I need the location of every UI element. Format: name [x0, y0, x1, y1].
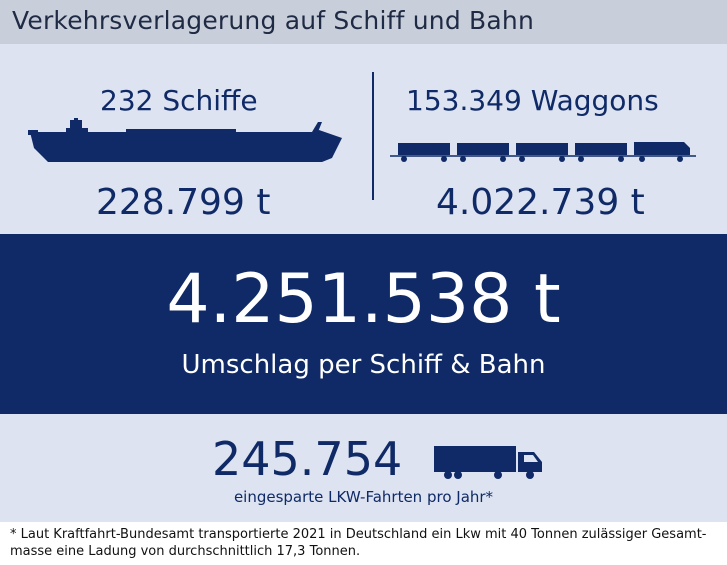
trucks-value: 245.754: [212, 432, 403, 486]
column-divider: [372, 72, 374, 200]
total-label: Umschlag per Schiff & Bahn: [181, 350, 546, 380]
rail-tons: 4.022.739 t: [436, 182, 645, 223]
footnote: * Laut Kraftfahrt-Bundesamt transportier…: [10, 526, 720, 560]
footnote-line-2: masse eine Ladung von durchschnittlich 1…: [10, 544, 361, 559]
page-title: Verkehrsverlagerung auf Schiff und Bahn: [12, 6, 535, 35]
footnote-line-1: * Laut Kraftfahrt-Bundesamt transportier…: [10, 527, 707, 542]
total-value: 4.251.538 t: [166, 260, 561, 339]
rail-count: 153.349 Waggons: [406, 84, 659, 117]
freight-train-icon: [390, 142, 696, 162]
cargo-ship-icon: [28, 118, 342, 162]
trucks-label: eingesparte LKW-Fahrten pro Jahr*: [233, 488, 494, 506]
title-bar: Verkehrsverlagerung auf Schiff und Bahn: [0, 0, 727, 44]
ships-tons: 228.799 t: [96, 182, 271, 223]
total-band: [0, 234, 727, 414]
ships-count: 232 Schiffe: [100, 84, 258, 117]
truck-icon: [434, 446, 542, 479]
